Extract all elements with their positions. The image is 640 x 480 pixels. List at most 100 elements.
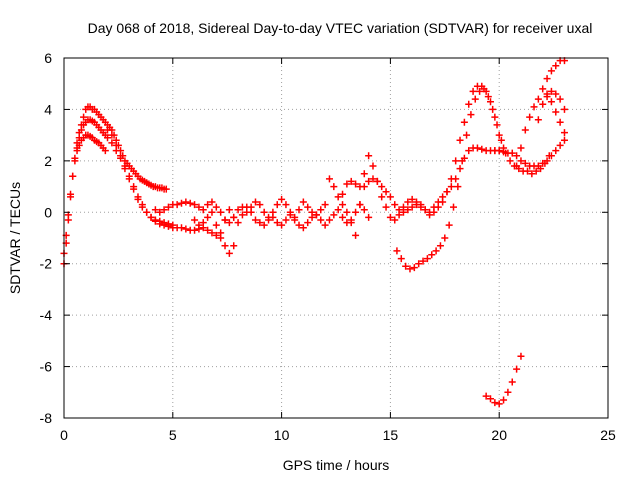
data-point [212,231,220,239]
data-point [156,220,164,228]
data-point [225,206,233,214]
data-point [365,152,373,160]
series-track-14 [482,352,525,408]
data-point [291,216,299,224]
data-point [428,251,436,259]
data-point [560,105,568,113]
data-point [482,392,490,400]
data-point [243,203,251,211]
data-point [397,255,405,263]
data-point [513,365,521,373]
data-point [269,213,277,221]
data-point [195,221,203,229]
data-point [495,400,503,408]
series-track-1 [60,103,170,268]
data-point [75,141,83,149]
data-point [460,118,468,126]
data-point [486,395,494,403]
data-point [191,216,199,224]
series-track-3 [73,131,109,155]
data-point [408,203,416,211]
data-point [282,201,290,209]
data-point [504,388,512,396]
data-point [330,183,338,191]
data-point [484,93,492,101]
data-point [286,211,294,219]
data-point [556,95,564,103]
x-tick-label: 15 [383,427,399,443]
data-point [432,247,440,255]
data-point [230,213,238,221]
data-point [497,136,505,144]
data-point [534,116,542,124]
data-point [191,226,199,234]
data-point [221,242,229,250]
data-point [500,148,508,156]
data-point [138,201,146,209]
series-track-4 [104,126,238,257]
data-point [532,167,540,175]
data-point [356,183,364,191]
data-point [251,198,259,206]
y-tick-label: 4 [44,101,52,117]
data-point [299,224,307,232]
data-point [465,147,473,155]
data-point [108,139,116,147]
y-tick-label: 6 [44,50,52,66]
data-point [523,167,531,175]
data-point [343,180,351,188]
data-point [162,185,170,193]
data-point [317,216,325,224]
data-point [373,177,381,185]
y-tick-label: 2 [44,153,52,169]
data-point [365,213,373,221]
data-point [352,208,360,216]
plot-frame [63,57,609,419]
data-point [495,147,503,155]
data-point [108,131,116,139]
data-point [415,260,423,268]
data-point [334,206,342,214]
data-point [282,216,290,224]
series-track-2 [60,116,177,257]
data-point [410,264,418,272]
data-point [439,198,447,206]
data-point [325,175,333,183]
data-point [543,157,551,165]
data-point [408,195,416,203]
data-point [104,134,112,142]
data-point [234,219,242,227]
data-point [369,162,377,170]
data-marks [60,57,568,408]
data-point [506,157,514,165]
data-point [413,198,421,206]
data-point [406,265,414,273]
data-point [486,98,494,106]
x-tick-label: 0 [60,427,68,443]
data-point [260,208,268,216]
data-point [445,221,453,229]
data-point [513,162,521,170]
data-point [321,201,329,209]
series-track-5 [151,195,329,227]
data-point [467,111,475,119]
data-point [423,255,431,263]
series-track-13 [543,87,568,113]
data-point [204,213,212,221]
data-point [436,242,444,250]
series-track-7 [325,144,503,239]
data-point [450,203,458,211]
data-point [260,221,268,229]
data-point [395,211,403,219]
series-track-8 [339,82,508,224]
data-point [173,201,181,209]
data-point [465,100,473,108]
data-point [426,211,434,219]
data-point [178,224,186,232]
data-point [299,198,307,206]
data-point [160,206,168,214]
data-point [199,219,207,227]
data-point [164,203,172,211]
data-point [230,242,238,250]
data-point [552,90,560,98]
